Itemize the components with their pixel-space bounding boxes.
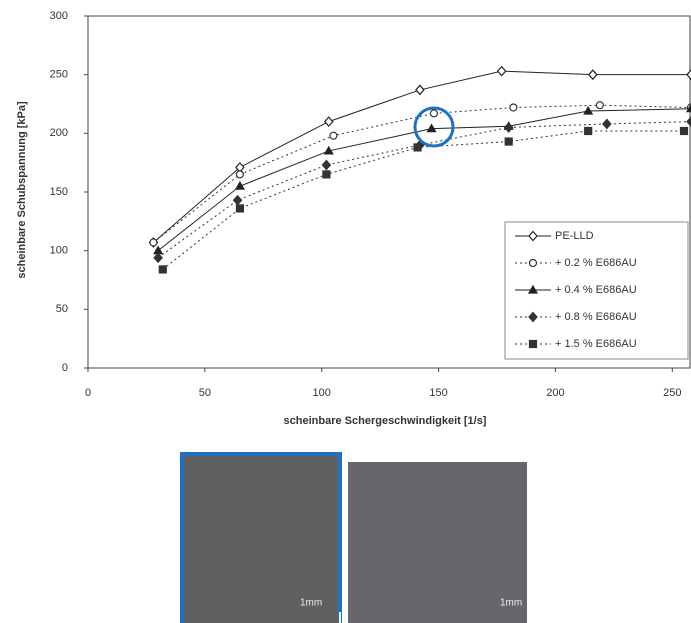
y-tick-label: 300 (50, 10, 68, 22)
marker (528, 230, 538, 242)
x-tick-label: 100 (313, 387, 331, 399)
marker (323, 145, 334, 155)
marker (685, 103, 691, 113)
x-axis-title: scheinbare Schergeschwindigkeit [1/s] (284, 415, 487, 427)
y-axis-title: scheinbare Schubspannung [kPa] (16, 101, 28, 279)
x-tick-label: 250 (663, 387, 681, 399)
micrograph[interactable] (348, 462, 527, 623)
marker (413, 143, 422, 152)
y-tick-label: 250 (50, 69, 68, 81)
highlight-circle (413, 106, 455, 148)
marker (528, 339, 538, 349)
micrograph[interactable] (184, 456, 338, 623)
marker (528, 258, 538, 268)
marker (496, 65, 507, 77)
marker (602, 118, 612, 130)
x-tick-label: 150 (429, 387, 447, 399)
marker (426, 123, 437, 133)
marker (429, 109, 439, 118)
marker (149, 238, 158, 247)
marker (415, 84, 425, 96)
series-line (153, 70, 691, 243)
marker (583, 105, 594, 115)
marker (232, 194, 243, 206)
x-tick-label: 0 (85, 387, 91, 399)
legend-label: PE-LLD (555, 230, 594, 242)
x-tick-label: 50 (199, 387, 211, 399)
marker (686, 69, 691, 81)
y-tick-label: 50 (56, 303, 68, 315)
marker (504, 137, 513, 146)
y-tick-label: 100 (50, 245, 68, 257)
marker (679, 126, 689, 136)
marker (235, 204, 245, 213)
scale-label: 1mm (500, 598, 522, 609)
marker (595, 101, 604, 110)
scale-label: 1mm (300, 598, 322, 609)
marker (322, 170, 331, 179)
y-tick-label: 0 (62, 362, 68, 374)
marker (584, 126, 593, 136)
legend-label: + 0.4 % E686AU (555, 284, 637, 296)
marker (527, 284, 539, 294)
legend-label: + 0.8 % E686AU (555, 311, 637, 323)
marker (503, 122, 514, 133)
marker (329, 131, 338, 140)
marker (509, 103, 518, 112)
marker (323, 116, 334, 128)
marker (153, 252, 163, 264)
y-tick-label: 150 (50, 186, 68, 198)
marker (528, 311, 538, 323)
legend-label: + 0.2 % E686AU (555, 257, 637, 269)
marker (235, 170, 245, 179)
marker (234, 180, 245, 190)
marker (686, 116, 691, 128)
marker (321, 159, 332, 171)
marker (588, 69, 598, 81)
x-tick-label: 200 (546, 387, 564, 399)
legend-label: + 1.5 % E686AU (555, 338, 637, 350)
marker (158, 265, 167, 274)
y-tick-label: 200 (50, 127, 68, 139)
